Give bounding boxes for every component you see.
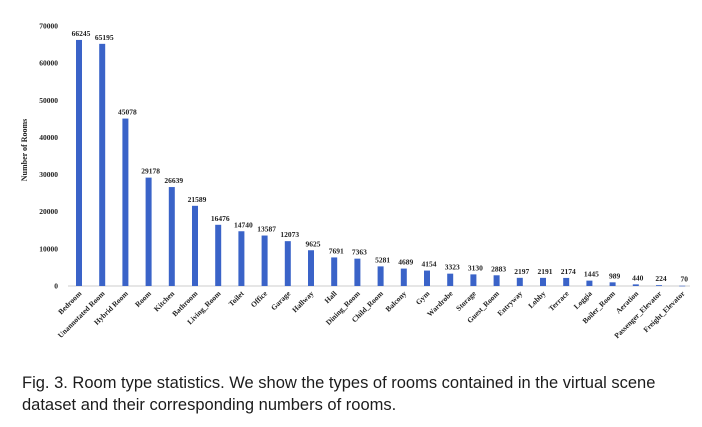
- value-label: 3130: [468, 263, 483, 272]
- value-label: 9625: [306, 239, 321, 248]
- y-axis-title: Number of Rooms: [20, 119, 29, 182]
- value-label: 7691: [329, 246, 344, 255]
- x-tick-label: Freight_Elevator: [641, 289, 687, 335]
- bar-living-room: [215, 224, 222, 286]
- value-label: 70: [680, 275, 688, 284]
- bar-freight-elevator: [679, 285, 686, 287]
- x-tick-label: Garage: [269, 289, 293, 313]
- bar-wardrobe: [447, 273, 454, 286]
- bar-balcony: [400, 268, 407, 286]
- bar-child-room: [377, 266, 384, 286]
- bar-guest-room: [493, 275, 500, 286]
- x-tick-label: Hall: [323, 289, 339, 305]
- bar-boiler-room: [609, 282, 616, 286]
- value-label: 2197: [514, 267, 529, 276]
- y-tick-label: 30000: [39, 170, 58, 179]
- bar-hybrid-room: [122, 118, 129, 286]
- value-label: 16476: [211, 214, 230, 223]
- value-label: 1445: [584, 270, 599, 279]
- bar-toilet: [238, 231, 245, 286]
- bar-kitchen: [168, 187, 175, 286]
- bar-gym: [424, 270, 430, 286]
- bar-chart: Number of Rooms 0 10000 20000 30000 40000 500…: [20, 22, 690, 340]
- value-label: 3323: [445, 263, 460, 272]
- value-label: 7363: [352, 248, 367, 257]
- y-tick-label: 60000: [39, 59, 58, 68]
- y-tick-label: 20000: [39, 207, 58, 216]
- value-label: 65195: [95, 33, 114, 42]
- value-label: 29178: [141, 167, 160, 176]
- x-tick-label: Wardrobe: [425, 289, 455, 319]
- y-tick-label: 70000: [39, 22, 58, 31]
- bar-unannotated-room: [99, 43, 106, 287]
- value-label: 4689: [398, 258, 413, 267]
- bar-bedroom: [76, 39, 82, 286]
- bar-passenger-elevator: [656, 285, 662, 286]
- x-tick-label: Hallway: [290, 289, 315, 314]
- value-label: 2174: [561, 267, 576, 276]
- x-tick-label: Office: [249, 289, 270, 310]
- bar-room: [145, 177, 152, 286]
- bar-storage: [470, 274, 477, 286]
- value-label: 440: [632, 273, 644, 282]
- bar-lobby: [540, 277, 546, 286]
- bar-aeration: [632, 284, 639, 286]
- x-tick-label: Balcony: [384, 289, 409, 314]
- bar-hall: [331, 257, 338, 286]
- y-tick-label: 0: [54, 282, 58, 291]
- bar-terrace: [563, 277, 570, 286]
- value-label: 13587: [257, 225, 276, 234]
- x-tick-label: Gym: [414, 289, 432, 307]
- value-label: 26639: [164, 176, 183, 185]
- x-tick-label: Lobby: [526, 289, 547, 310]
- y-tick-label: 40000: [39, 133, 58, 142]
- bar-garage: [284, 241, 291, 286]
- x-tick-label: Toilet: [227, 289, 246, 308]
- value-label: 21589: [188, 195, 207, 204]
- bar-entryway: [516, 277, 523, 286]
- value-label: 66245: [72, 29, 91, 38]
- value-label: 5281: [375, 255, 390, 264]
- bar-office: [261, 235, 268, 286]
- value-label: 12073: [280, 230, 299, 239]
- bar-bathroom: [192, 205, 198, 286]
- value-label: 4154: [422, 260, 437, 269]
- value-label: 989: [609, 271, 621, 280]
- y-tick-label: 50000: [39, 96, 58, 105]
- value-label: 224: [655, 274, 667, 283]
- value-label: 45078: [118, 108, 137, 117]
- x-tick-label: Entryway: [495, 289, 524, 318]
- bar-hallway: [308, 250, 314, 286]
- x-tick-label: Room: [133, 289, 153, 309]
- figure-caption: Fig. 3. Room type statistics. We show th…: [22, 374, 656, 414]
- x-tick-label: Terrace: [547, 289, 571, 313]
- value-label: 2883: [491, 264, 506, 273]
- value-label: 14740: [234, 220, 253, 229]
- value-label: 2191: [538, 267, 553, 276]
- bar-dining-room: [354, 258, 361, 286]
- bar-loggia: [586, 280, 593, 286]
- y-tick-label: 10000: [39, 244, 58, 253]
